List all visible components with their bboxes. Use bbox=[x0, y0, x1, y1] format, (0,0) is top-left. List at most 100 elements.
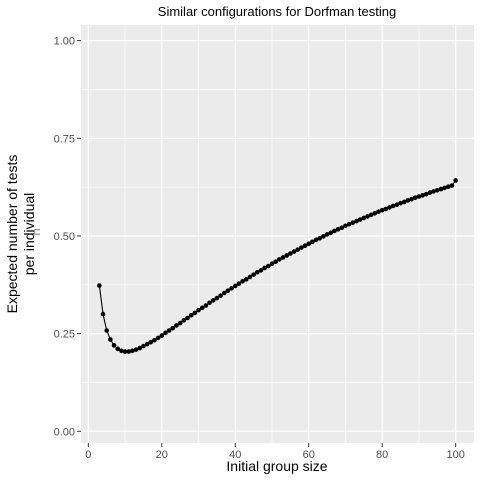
data-point bbox=[295, 247, 301, 252]
data-point bbox=[254, 269, 260, 275]
data-point bbox=[379, 207, 385, 213]
data-point bbox=[372, 210, 378, 216]
x-tick-label: 80 bbox=[376, 449, 388, 461]
data-point bbox=[207, 300, 212, 306]
data-point bbox=[361, 215, 367, 221]
data-point bbox=[313, 237, 319, 243]
data-point bbox=[196, 307, 201, 313]
data-point bbox=[291, 249, 297, 254]
data-point bbox=[122, 349, 128, 354]
data-point bbox=[434, 187, 440, 193]
data-point bbox=[100, 311, 106, 317]
x-tick-label: 40 bbox=[229, 449, 241, 461]
data-point bbox=[130, 348, 135, 354]
data-point bbox=[269, 261, 275, 266]
data-point bbox=[442, 185, 447, 191]
data-point bbox=[280, 255, 286, 260]
data-point bbox=[221, 290, 227, 296]
data-point bbox=[199, 305, 205, 311]
data-point bbox=[394, 202, 400, 208]
data-point bbox=[420, 193, 425, 198]
data-point bbox=[210, 298, 216, 303]
data-point bbox=[423, 191, 429, 197]
data-point bbox=[332, 228, 337, 234]
series-layer bbox=[97, 178, 458, 354]
data-point bbox=[299, 245, 304, 250]
data-point bbox=[159, 333, 165, 338]
data-point bbox=[133, 347, 139, 352]
data-point bbox=[273, 259, 278, 265]
grid-major bbox=[81, 25, 474, 443]
y-tick-label: 0.50 bbox=[54, 231, 75, 243]
data-point bbox=[365, 214, 370, 219]
y-axis-title-line-2: per individual bbox=[21, 193, 37, 276]
data-point bbox=[236, 281, 242, 286]
data-point bbox=[218, 293, 223, 299]
data-point bbox=[148, 339, 154, 345]
data-point bbox=[115, 346, 121, 352]
data-point bbox=[350, 220, 356, 225]
data-point bbox=[427, 190, 433, 195]
data-point bbox=[111, 343, 117, 348]
data-point bbox=[266, 263, 271, 269]
data-point bbox=[306, 241, 312, 247]
data-point bbox=[343, 223, 348, 229]
data-point bbox=[141, 343, 146, 349]
data-point bbox=[258, 268, 264, 273]
y-axis-title-line-1: Expected number of tests bbox=[4, 155, 20, 314]
data-point bbox=[383, 206, 389, 212]
y-tick-label: 0.75 bbox=[54, 133, 75, 145]
data-point bbox=[97, 283, 102, 288]
data-point bbox=[398, 200, 403, 206]
data-point bbox=[310, 239, 315, 245]
data-point bbox=[431, 189, 436, 194]
data-point bbox=[277, 257, 282, 262]
data-point bbox=[152, 337, 157, 343]
data-point bbox=[119, 348, 124, 354]
y-tick-label: 0.25 bbox=[54, 329, 75, 341]
data-point bbox=[240, 278, 245, 284]
data-point bbox=[357, 217, 363, 222]
x-axis-title: Initial group size bbox=[226, 458, 327, 474]
data-point bbox=[335, 227, 341, 232]
x-axis-ticks: 0 20 40 60 80 100 bbox=[85, 443, 465, 461]
x-tick-label: 60 bbox=[303, 449, 315, 461]
x-tick-label: 100 bbox=[446, 449, 464, 461]
data-point bbox=[192, 310, 198, 316]
data-point bbox=[163, 330, 168, 336]
data-point bbox=[247, 274, 253, 280]
data-point bbox=[214, 295, 220, 301]
data-point bbox=[185, 315, 190, 321]
data-point bbox=[328, 230, 334, 236]
data-point bbox=[324, 232, 330, 237]
x-tick-label: 0 bbox=[85, 449, 91, 461]
data-point bbox=[416, 194, 422, 199]
plot-panel bbox=[81, 25, 474, 443]
data-point bbox=[177, 320, 183, 326]
data-point bbox=[174, 323, 179, 328]
data-point bbox=[188, 312, 194, 318]
data-point bbox=[137, 345, 143, 351]
data-point bbox=[229, 286, 234, 291]
data-point bbox=[104, 328, 110, 333]
data-point bbox=[126, 349, 132, 354]
data-point bbox=[412, 195, 418, 200]
x-tick-label: 20 bbox=[156, 449, 168, 461]
data-point bbox=[390, 203, 396, 209]
data-point bbox=[438, 186, 444, 192]
data-point bbox=[387, 205, 392, 210]
data-point bbox=[262, 265, 267, 271]
data-point bbox=[405, 198, 411, 203]
data-point bbox=[155, 335, 161, 341]
data-point bbox=[181, 318, 187, 323]
y-tick-label: 1.00 bbox=[54, 36, 75, 48]
data-point bbox=[453, 178, 458, 183]
data-point bbox=[449, 183, 455, 188]
data-point bbox=[409, 196, 414, 202]
y-axis-title-note: ⊓ bbox=[32, 228, 42, 235]
data-point bbox=[232, 283, 238, 289]
data-point bbox=[284, 253, 289, 258]
data-point bbox=[288, 251, 293, 256]
chart-title: Similar configurations for Dorfman testi… bbox=[158, 4, 396, 19]
